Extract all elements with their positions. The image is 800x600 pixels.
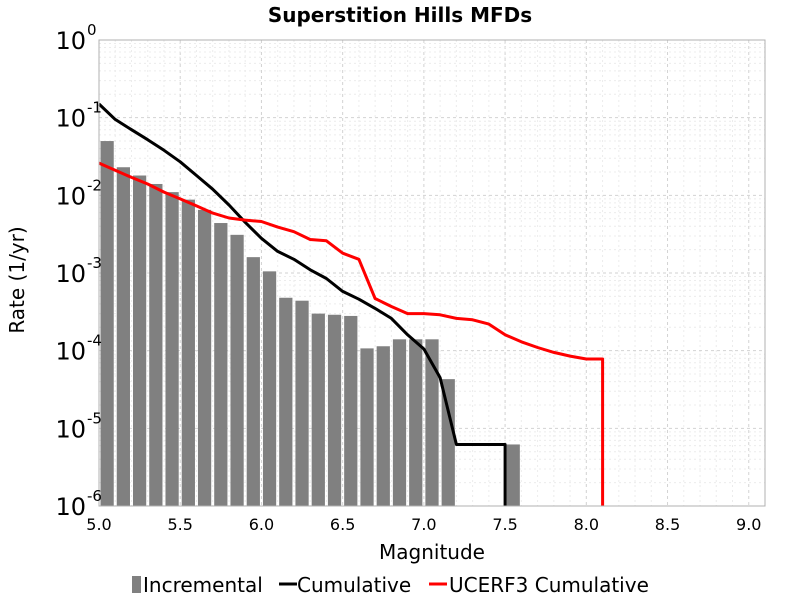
legend-label-ucerf3-cumulative: UCERF3 Cumulative — [449, 573, 649, 597]
y-tick-base: 10 — [55, 493, 86, 521]
cumulative-lines — [97, 102, 605, 506]
x-tick-label: 6.5 — [330, 515, 355, 534]
incremental-bar — [344, 315, 358, 506]
incremental-bar — [132, 175, 147, 506]
y-tick-base: 10 — [55, 260, 86, 288]
incremental-bar — [262, 271, 277, 506]
x-tick-label: 7.5 — [492, 515, 517, 534]
incremental-bar — [506, 444, 520, 506]
incremental-bar — [246, 257, 260, 506]
ucerf3-cumulative-line — [98, 161, 605, 506]
y-tick-label: 10 0 — [55, 21, 96, 55]
y-tick-label: 10 -5 — [55, 409, 102, 443]
x-axis-label: Magnitude — [379, 540, 485, 564]
incremental-bar — [425, 339, 439, 506]
y-tick-label: 10 -3 — [55, 254, 102, 288]
incremental-bar — [149, 183, 163, 506]
y-tick-exponent: -5 — [87, 409, 102, 427]
incremental-bar — [409, 339, 423, 506]
incremental-bar — [279, 297, 293, 506]
x-tick-label: 9.0 — [736, 515, 761, 534]
y-tick-base: 10 — [55, 182, 86, 210]
plot-frame — [98, 39, 766, 507]
incremental-bar — [311, 313, 325, 506]
x-tick-label: 5.5 — [167, 515, 192, 534]
incremental-bar — [181, 199, 195, 506]
x-tick-label: 8.0 — [574, 515, 599, 534]
incremental-bar — [197, 209, 212, 507]
incremental-bars — [100, 141, 520, 507]
y-tick-label: 10 -6 — [55, 487, 102, 521]
incremental-bar — [441, 379, 455, 506]
y-tick-exponent: -2 — [87, 176, 102, 194]
y-tick-label: 10 -1 — [55, 99, 102, 133]
y-tick-base: 10 — [55, 27, 86, 55]
incremental-bar — [100, 141, 114, 506]
y-tick-exponent: -3 — [87, 254, 102, 272]
legend: Incremental Cumulative UCERF3 Cumulative — [132, 573, 649, 597]
cumulative-line — [97, 102, 507, 506]
incremental-bar — [214, 223, 228, 506]
legend-label-incremental: Incremental — [143, 573, 263, 597]
incremental-bar — [360, 348, 374, 506]
y-tick-exponent: -4 — [87, 332, 102, 350]
y-tick-base: 10 — [55, 338, 86, 366]
x-tick-label: 5.0 — [86, 515, 111, 534]
y-tick-base: 10 — [55, 105, 86, 133]
legend-label-cumulative: Cumulative — [297, 573, 411, 597]
incremental-bar — [392, 339, 407, 506]
y-tick-exponent: 0 — [87, 21, 97, 39]
y-axis-label: Rate (1/yr) — [5, 226, 29, 333]
incremental-bar — [295, 300, 309, 506]
x-tick-label: 6.0 — [249, 515, 274, 534]
incremental-bar — [230, 234, 244, 506]
y-tick-exponent: -1 — [87, 99, 102, 117]
y-tick-label: 10 -4 — [55, 332, 102, 366]
y-tick-label: 10 -2 — [55, 176, 102, 210]
legend-swatch-incremental — [132, 576, 141, 593]
chart-title: Superstition Hills MFDs — [268, 3, 532, 27]
x-tick-label: 7.0 — [411, 515, 436, 534]
incremental-bar — [116, 167, 130, 506]
y-tick-exponent: -6 — [87, 487, 102, 505]
x-tick-label: 8.5 — [655, 515, 680, 534]
incremental-bar — [327, 314, 342, 506]
incremental-bar — [165, 192, 179, 506]
incremental-bar — [376, 346, 390, 506]
x-tick-labels: 5.0 5.5 6.0 6.5 7.0 7.5 8.0 8.5 9.0 — [86, 515, 761, 534]
y-tick-base: 10 — [55, 415, 86, 443]
